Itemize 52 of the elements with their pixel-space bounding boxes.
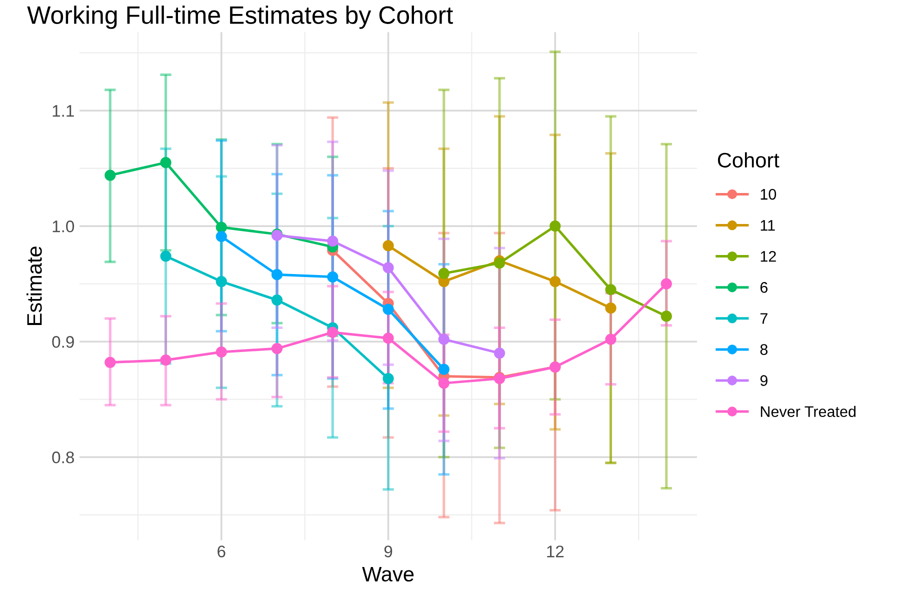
point (160, 157, 172, 168)
y-tick-label: 0.9 (52, 336, 74, 348)
point (438, 364, 450, 375)
chart-title: Working Full-time Estimates by Cohort (27, 6, 453, 29)
legend-label: 7 (760, 313, 768, 324)
point (438, 378, 450, 389)
point (494, 348, 506, 359)
legend-label: 12 (760, 250, 776, 262)
point (216, 346, 227, 358)
legend-title: Cohort (718, 152, 780, 168)
y-tick-label: 0.8 (52, 452, 74, 464)
point (605, 302, 616, 314)
point (271, 294, 283, 306)
x-axis-title: Wave (362, 566, 414, 582)
point (382, 373, 394, 384)
point (550, 220, 561, 232)
point (216, 222, 227, 233)
point (382, 332, 394, 344)
point (160, 250, 172, 262)
point (438, 268, 450, 280)
x-tick-label: 9 (384, 546, 392, 558)
legend-label: 6 (760, 282, 768, 293)
point (605, 284, 616, 296)
point (382, 304, 394, 315)
point (160, 354, 172, 366)
point (327, 236, 338, 247)
point (216, 230, 227, 242)
legend-label: 10 (760, 188, 776, 200)
point (104, 356, 116, 368)
point (382, 262, 394, 274)
point (382, 240, 394, 252)
legend-label: 11 (760, 220, 775, 231)
point (494, 258, 506, 269)
legend-label: 9 (760, 375, 768, 386)
legend-label: 8 (760, 344, 768, 355)
point (327, 326, 338, 338)
x-tick-label: 12 (547, 546, 564, 558)
y-tick-label: 1.1 (52, 105, 74, 117)
point (660, 278, 672, 290)
point (216, 276, 227, 288)
point (271, 269, 283, 280)
legend-label: Never Treated (760, 406, 856, 418)
y-axis-title: Estimate (26, 246, 42, 325)
point (327, 271, 338, 282)
point (605, 334, 616, 345)
point (660, 310, 672, 322)
x-tick-label: 6 (218, 546, 226, 558)
point (438, 334, 450, 345)
point (271, 342, 283, 354)
y-tick-label: 1.0 (52, 220, 74, 232)
point (104, 170, 116, 181)
point (550, 276, 561, 288)
